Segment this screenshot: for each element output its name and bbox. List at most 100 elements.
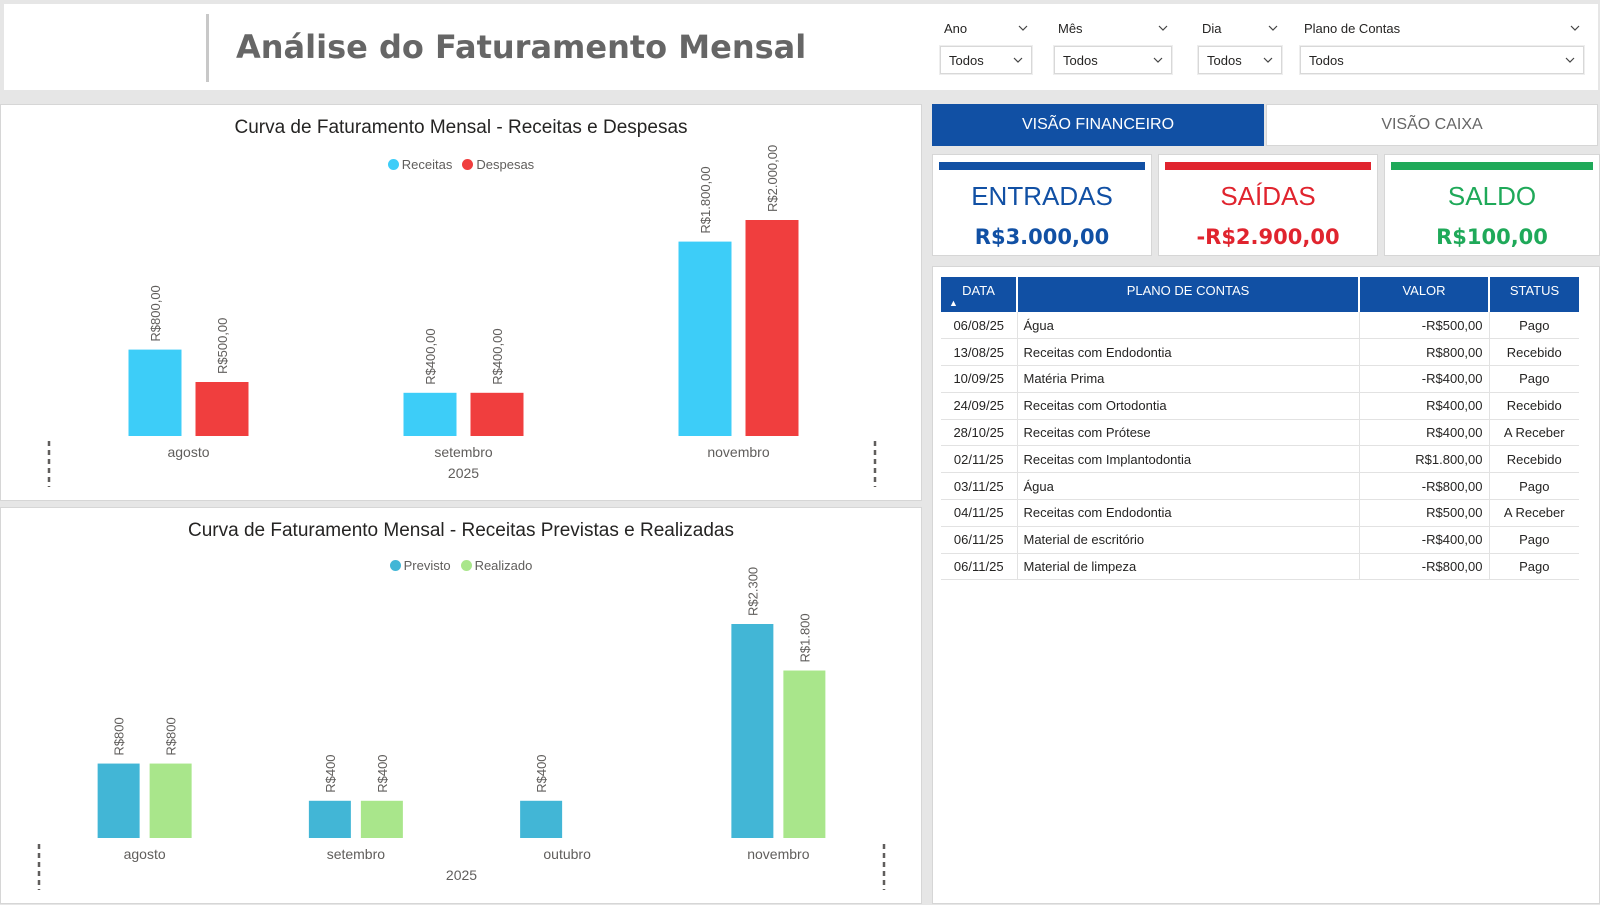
legend-dot-icon [387,159,399,170]
slicer-dia-value: Todos [1207,52,1242,68]
legend-item-previsto[interactable]: Previsto [389,558,451,573]
x-tick-label: setembro [434,444,493,460]
column-header-valor[interactable]: VALOR [1359,277,1490,312]
cell-plano: Receitas com Endodontia [1017,499,1360,527]
slicer-ano-label: Ano [944,20,968,36]
chevron-down-icon[interactable] [1018,23,1028,33]
chart-plot-area: R$800,00 R$500,00 agosto R$400,00 R$400,00 se… [47,145,877,487]
slicer-ano-value: Todos [949,52,984,68]
card-saldo: SALDO R$100,00 [1384,154,1600,256]
column-header-data[interactable]: DATA ▲ [941,277,1018,312]
cell-valor: R$400,00 [1359,392,1490,420]
bar-receitas-agosto[interactable] [128,349,182,436]
cell-plano: Água [1017,472,1360,501]
table-row[interactable]: 02/11/25 Receitas com Implantodontia R$1.8… [941,445,1579,474]
slicer-dia[interactable]: Dia Todos [1198,18,1282,74]
data-label: R$400,00 [423,328,438,384]
chevron-down-icon[interactable] [1570,23,1580,33]
table-row[interactable]: 28/10/25 Receitas com Prótese R$400,00 A Re… [941,419,1579,447]
table-row[interactable]: 24/09/25 Receitas com Ortodontia R$400,00 R… [941,392,1579,420]
table-row[interactable]: 06/11/25 Material de escritório -R$400,00 P… [941,526,1579,554]
slicer-mes-value: Todos [1063,52,1098,68]
data-label: R$400,00 [490,328,505,384]
cell-plano: Material de limpeza [1017,553,1360,581]
chevron-down-icon[interactable] [1263,55,1273,65]
table-row[interactable]: 13/08/25 Receitas com Endodontia R$800,00 R… [941,338,1579,367]
card-label: SALDO [1447,181,1537,211]
cell-valor: R$500,00 [1359,499,1490,527]
bar-realizado-novembro[interactable] [783,670,826,838]
card-value: -R$2.900,00 [1196,225,1340,249]
slicer-mes-dropdown[interactable]: Todos [1054,46,1172,74]
table-row[interactable]: 10/09/25 Matéria Prima -R$400,00 Pago [941,365,1579,393]
cell-plano: Receitas com Prótese [1017,419,1360,447]
column-header-plano[interactable]: PLANO DE CONTAS [1017,277,1360,312]
legend-label: Previsto [403,558,451,573]
tab-visao-caixa[interactable]: VISÃO CAIXA [1266,104,1598,146]
cell-status: A Receber [1489,419,1579,447]
bar-receitas-setembro[interactable] [403,392,457,436]
cell-valor: R$800,00 [1359,338,1490,367]
slicer-plano-dropdown[interactable]: Todos [1300,46,1584,74]
cell-plano: Receitas com Endodontia [1017,338,1360,367]
legend-item-receitas[interactable]: Receitas [387,157,452,172]
cell-valor: -R$800,00 [1359,553,1490,581]
bar-previsto-setembro[interactable] [308,800,351,838]
sort-ascending-icon[interactable]: ▲ [949,298,958,308]
slicer-mes[interactable]: Mês Todos [1054,18,1172,74]
legend-dot-icon [389,560,401,571]
bar-previsto-agosto[interactable] [97,763,140,838]
cell-valor: R$1.800,00 [1359,445,1490,474]
chart-legend: Receitas Despesas [1,157,921,172]
cell-status: Recebido [1489,392,1579,420]
slicer-mes-label: Mês [1058,20,1083,36]
slicer-plano-value: Todos [1309,52,1344,68]
data-label: R$500,00 [215,318,230,374]
slicer-dia-label: Dia [1202,20,1222,36]
chevron-down-icon[interactable] [1565,55,1575,65]
x-tick-label: novembro [747,846,809,862]
chevron-down-icon[interactable] [1158,23,1168,33]
bar-previsto-outubro[interactable] [520,800,563,838]
slicer-plano-de-contas[interactable]: Plano de Contas Todos [1300,18,1584,74]
cell-status: Pago [1489,526,1579,554]
transactions-table: DATA ▲ PLANO DE CONTAS VALOR STATUS 06/08… [941,277,1579,581]
tab-visao-financeiro[interactable]: VISÃO FINANCEIRO [932,104,1264,146]
legend-item-realizado[interactable]: Realizado [460,558,532,573]
slicer-ano-dropdown[interactable]: Todos [940,46,1032,74]
chevron-down-icon[interactable] [1013,55,1023,65]
chart-receitas-despesas[interactable]: Curva de Faturamento Mensal - Receitas e… [0,104,922,501]
bar-despesas-setembro[interactable] [470,392,524,436]
slicer-dia-dropdown[interactable]: Todos [1198,46,1282,74]
chart-plot-area: R$800 R$800 agosto R$400 R$400 setembro R$400 o… [37,567,886,890]
bar-receitas-novembro[interactable] [678,241,732,436]
table-row[interactable]: 06/11/25 Material de limpeza -R$800,00 Pago [941,553,1579,581]
data-label: R$800 [164,717,179,755]
bar-despesas-agosto[interactable] [195,382,249,436]
cell-data: 06/08/25 [941,312,1018,340]
table-row[interactable]: 03/11/25 Água -R$800,00 Pago [941,472,1579,501]
cell-valor: -R$400,00 [1359,526,1490,554]
cell-data: 10/09/25 [941,365,1018,393]
cell-status: Pago [1489,365,1579,393]
x-tick-label: setembro [327,846,386,862]
slicer-ano[interactable]: Ano Todos [940,18,1032,74]
chevron-down-icon[interactable] [1153,55,1163,65]
data-label: R$800,00 [148,285,163,341]
table-row[interactable]: 04/11/25 Receitas com Endodontia R$500,00 A… [941,499,1579,527]
bar-previsto-novembro[interactable] [731,624,774,838]
bar-despesas-novembro[interactable] [745,220,799,436]
data-label: R$1.800 [797,613,812,662]
data-label: R$2.300 [745,567,760,616]
bar-realizado-setembro[interactable] [360,800,403,838]
x-tick-label: agosto [167,444,209,460]
legend-item-despesas[interactable]: Despesas [462,157,534,172]
column-header-status[interactable]: STATUS [1489,277,1579,312]
table-row[interactable]: 06/08/25 Água -R$500,00 Pago [941,312,1579,340]
chart-previstas-realizadas[interactable]: Curva de Faturamento Mensal - Receitas P… [0,507,922,904]
bar-realizado-agosto[interactable] [149,763,192,838]
data-label: R$400 [534,754,549,792]
cell-data: 04/11/25 [941,499,1018,527]
chevron-down-icon[interactable] [1268,23,1278,33]
card-value: R$3.000,00 [974,225,1110,249]
